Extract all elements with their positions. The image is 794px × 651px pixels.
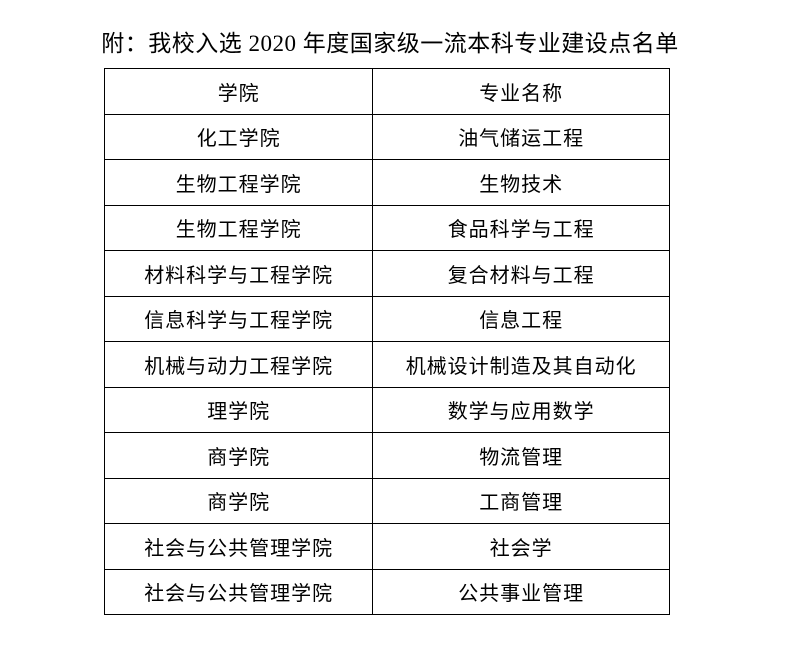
majors-table: 学院 专业名称 化工学院 油气储运工程 生物工程学院 生物技术 生物工程学院 食品科学与工… xyxy=(103,68,670,615)
table-cell: 复合材料与工程 xyxy=(372,250,670,297)
table-row: 社会与公共管理学院 社会学 xyxy=(103,523,670,570)
table-row: 机械与动力工程学院 机械设计制造及其自动化 xyxy=(103,341,670,388)
table-row: 社会与公共管理学院 公共事业管理 xyxy=(103,568,670,615)
table-cell: 物流管理 xyxy=(372,432,670,479)
table-cell: 化工学院 xyxy=(103,113,374,160)
table-row: 化工学院 油气储运工程 xyxy=(103,113,670,160)
table-cell: 生物工程学院 xyxy=(103,159,374,206)
table-row: 信息科学与工程学院 信息工程 xyxy=(103,295,670,342)
column-header-major: 专业名称 xyxy=(372,68,670,115)
table-cell: 工商管理 xyxy=(372,477,670,524)
table-cell: 社会学 xyxy=(372,523,670,570)
table-cell: 材料科学与工程学院 xyxy=(103,250,374,297)
table-cell: 机械与动力工程学院 xyxy=(103,341,374,388)
table-row: 生物工程学院 食品科学与工程 xyxy=(103,204,670,251)
table-row: 材料科学与工程学院 复合材料与工程 xyxy=(103,250,670,297)
table-cell: 数学与应用数学 xyxy=(372,386,670,433)
table-row: 商学院 工商管理 xyxy=(103,477,670,524)
table-cell: 社会与公共管理学院 xyxy=(103,523,374,570)
table-cell: 生物工程学院 xyxy=(103,204,374,251)
table-cell: 商学院 xyxy=(103,432,374,479)
table-cell: 社会与公共管理学院 xyxy=(103,568,374,615)
table-cell: 信息工程 xyxy=(372,295,670,342)
table-body: 化工学院 油气储运工程 生物工程学院 生物技术 生物工程学院 食品科学与工程 材料科学与工程… xyxy=(103,113,670,615)
column-header-college: 学院 xyxy=(103,68,374,115)
table-cell: 油气储运工程 xyxy=(372,113,670,160)
table-cell: 信息科学与工程学院 xyxy=(103,295,374,342)
table-row: 商学院 物流管理 xyxy=(103,432,670,479)
table-cell: 公共事业管理 xyxy=(372,568,670,615)
table-row: 理学院 数学与应用数学 xyxy=(103,386,670,433)
table-cell: 食品科学与工程 xyxy=(372,204,670,251)
table-cell: 商学院 xyxy=(103,477,374,524)
page-title: 附：我校入选 2020 年度国家级一流本科专业建设点名单 xyxy=(101,31,679,56)
table-cell: 生物技术 xyxy=(372,159,670,206)
table-row: 生物工程学院 生物技术 xyxy=(103,159,670,206)
table-header-row: 学院 专业名称 xyxy=(103,68,670,115)
table-cell: 理学院 xyxy=(103,386,374,433)
table-cell: 机械设计制造及其自动化 xyxy=(372,341,670,388)
